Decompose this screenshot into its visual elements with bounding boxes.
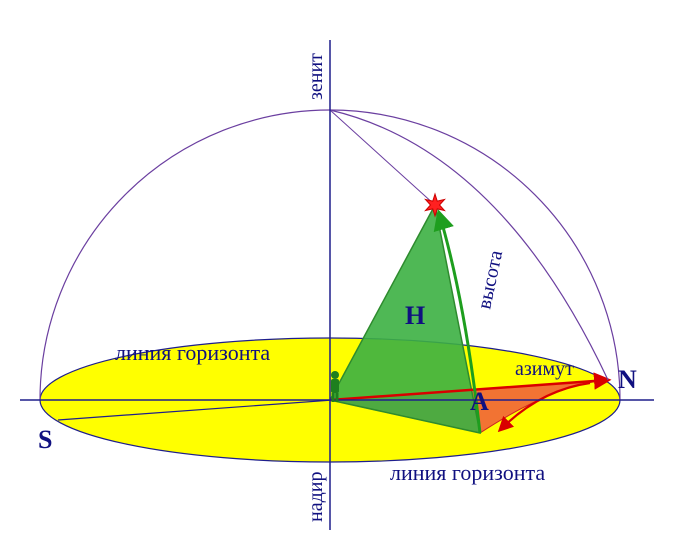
north-letter: N (618, 365, 637, 394)
nadir-label: надир (305, 472, 327, 522)
horizon-label-bottom: линия горизонта (390, 460, 545, 485)
azimuth-letter: A (470, 387, 489, 416)
horizon-label-top: линия горизонта (115, 340, 270, 365)
altitude-letter: H (405, 301, 425, 330)
star-marker (425, 194, 444, 216)
south-letter: S (38, 425, 52, 454)
azimuth-word-label: азимут (515, 358, 574, 380)
celestial-sphere-diagram: зенит надир линия горизонта линия горизо… (0, 0, 674, 556)
altitude-word-label: высота (473, 248, 507, 311)
zenith-label: зенит (305, 53, 327, 100)
